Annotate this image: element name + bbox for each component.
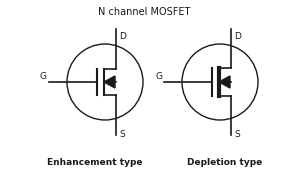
Text: G: G: [40, 72, 47, 81]
Text: N channel MOSFET: N channel MOSFET: [98, 7, 191, 17]
Text: S: S: [234, 130, 240, 139]
Text: S: S: [119, 130, 125, 139]
Text: Enhancement type: Enhancement type: [47, 158, 143, 167]
Polygon shape: [219, 76, 230, 88]
Text: Depletion type: Depletion type: [187, 158, 263, 167]
Text: D: D: [234, 32, 241, 41]
Text: D: D: [119, 32, 126, 41]
Polygon shape: [104, 76, 115, 88]
Text: G: G: [155, 72, 162, 81]
